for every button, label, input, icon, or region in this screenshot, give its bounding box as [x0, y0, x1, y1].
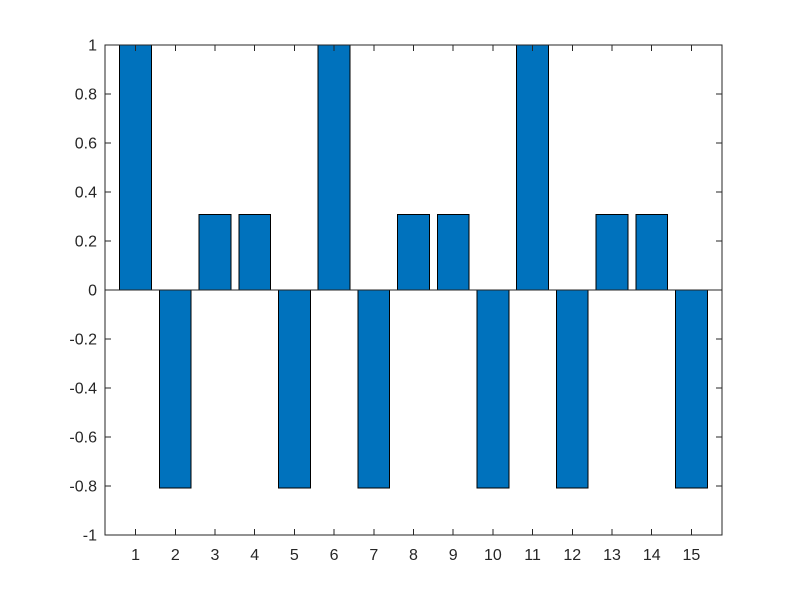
- bar-8: [397, 213, 430, 291]
- bar-14: [635, 213, 669, 291]
- x-axis-ticks: 1 2 3 4 5 6 7 8 9 10 11 12 13 14 15: [131, 45, 700, 564]
- y-tick-label: 1: [88, 38, 97, 55]
- y-tick-label: -0.6: [69, 430, 97, 447]
- bar-6: [317, 44, 351, 291]
- bar-3: [198, 213, 232, 291]
- x-tick-label: 7: [369, 547, 378, 564]
- x-tick-label: 13: [603, 547, 621, 564]
- bars-group: [119, 44, 708, 489]
- x-tick-label: 2: [171, 547, 180, 564]
- y-tick-label: 0.8: [75, 87, 97, 104]
- y-tick-label: 0.6: [75, 136, 97, 153]
- x-tick-label: 4: [250, 547, 259, 564]
- y-tick-label: 0.4: [75, 185, 97, 202]
- x-tick-label: 12: [563, 547, 581, 564]
- y-tick-label: -0.2: [69, 332, 97, 349]
- bar-7: [357, 289, 391, 489]
- x-tick-label: 3: [211, 547, 220, 564]
- x-tick-label: 11: [524, 547, 541, 564]
- bar-2: [158, 289, 192, 489]
- y-tick-label: -0.4: [69, 381, 97, 398]
- bar-13: [595, 213, 629, 291]
- x-tick-label: 15: [683, 547, 701, 564]
- bar-1: [119, 44, 152, 291]
- x-tick-label: 14: [643, 547, 661, 564]
- y-axis-ticks: 1 0.8 0.6 0.4 0.2 0 -0.2 -0.4 -0.6 -0.8 -1: [69, 38, 722, 545]
- y-tick-label: 0.2: [75, 234, 97, 251]
- x-tick-label: 6: [330, 547, 339, 564]
- bar-11: [516, 44, 549, 291]
- x-tick-label: 9: [449, 547, 458, 564]
- x-tick-label: 5: [290, 547, 299, 564]
- y-tick-label: -0.8: [69, 479, 97, 496]
- x-tick-label: 10: [484, 547, 502, 564]
- y-tick-label: -1: [83, 528, 97, 545]
- bar-5: [278, 289, 311, 489]
- bar-10: [476, 289, 510, 489]
- bar-12: [555, 289, 589, 489]
- y-tick-label: 0: [88, 283, 97, 300]
- bar-9: [436, 213, 470, 291]
- x-tick-label: 8: [409, 547, 418, 564]
- bar-4: [238, 213, 272, 291]
- x-tick-label: 1: [131, 547, 140, 564]
- bar-15: [675, 289, 708, 489]
